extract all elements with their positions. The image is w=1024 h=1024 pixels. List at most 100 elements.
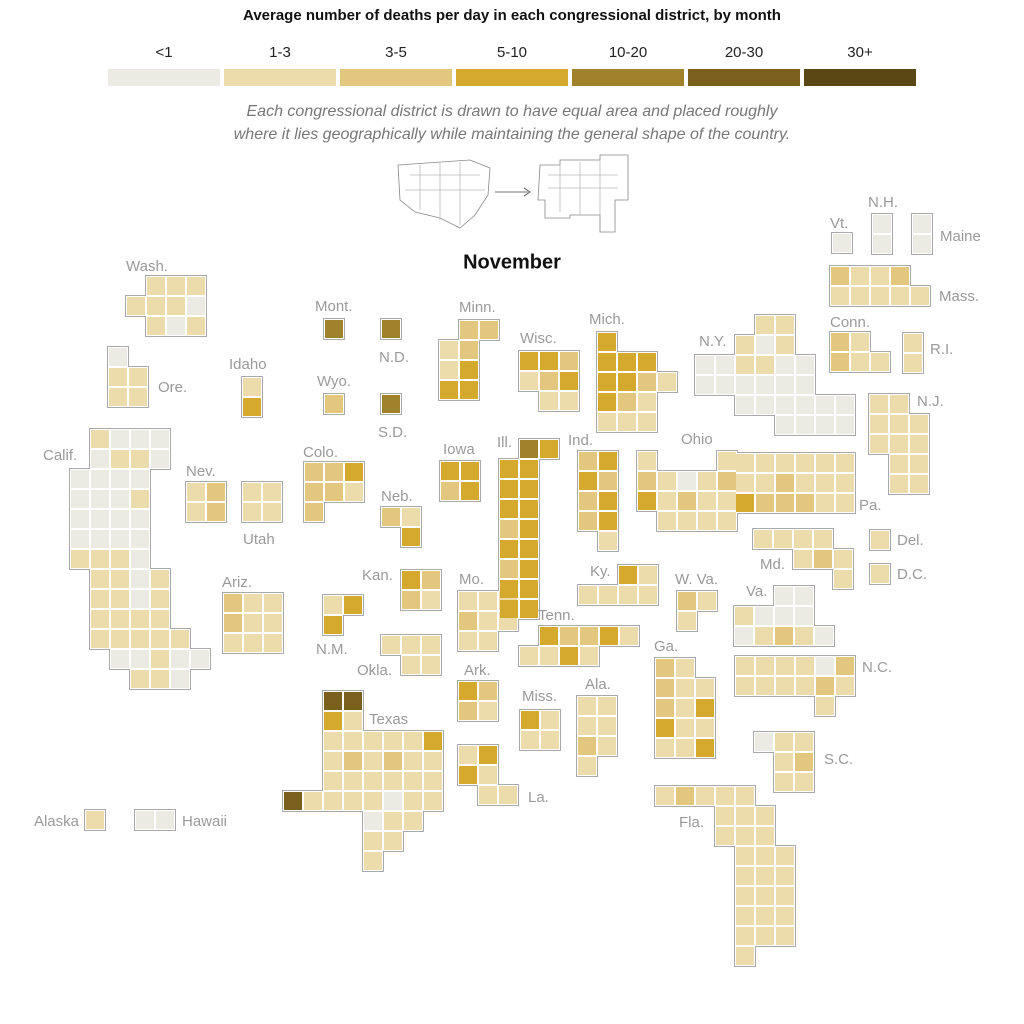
district-tile [167,297,185,315]
district-tile [816,416,834,434]
district-tile [756,356,774,374]
district-tile [264,614,282,632]
district-tile [579,492,597,510]
district-tile [851,333,869,351]
district-tile [305,503,323,521]
district-tile [716,827,734,845]
district-tile [305,463,323,481]
district-tile [836,416,854,434]
district-tile [224,594,242,612]
district-tile [599,492,617,510]
district-tile [131,630,149,648]
district-tile [520,647,538,665]
district-tile [620,627,638,645]
district-tile [638,492,656,510]
district-tile [639,586,657,604]
district-tile [422,591,440,609]
district-tile [775,607,793,625]
district-tile [678,492,696,510]
district-tile [364,792,382,810]
district-tile [224,614,242,632]
district-tile [718,472,736,490]
district-tile [580,627,598,645]
district-tile [658,512,676,530]
state-label: Wyo. [317,373,351,390]
district-tile [344,712,362,730]
district-tile [479,592,497,610]
district-tile [382,320,400,338]
district-tile [696,356,714,374]
legend-label: 5-10 [497,44,527,61]
district-tile [736,657,754,675]
district-tile [207,503,225,521]
state-label: N.C. [862,659,892,676]
district-tile [224,634,242,652]
district-tile [91,450,109,468]
district-tile [851,287,869,305]
district-tile [871,565,889,583]
state-label: Fla. [679,814,704,831]
district-tile [151,590,169,608]
district-tile [243,483,261,501]
legend-label: 3-5 [385,44,407,61]
district-tile [191,650,209,668]
legend-label: 30+ [847,44,873,61]
district-tile [402,591,420,609]
district-tile [325,463,343,481]
district-tile [776,657,794,675]
district-tile [815,627,833,645]
district-tile [656,787,674,805]
district-tile [676,699,694,717]
district-tile [736,927,754,945]
district-tile [422,656,440,674]
district-tile [736,494,754,512]
district-tile [676,659,694,677]
district-tile [736,454,754,472]
state-label: Ore. [158,379,187,396]
district-tile [479,682,497,700]
district-tile [599,586,617,604]
note-line: Each congressional district is drawn to … [247,103,779,120]
district-tile [345,483,363,501]
district-tile [890,475,908,493]
district-tile [424,772,442,790]
district-tile [461,482,479,500]
district-tile [755,627,773,645]
district-tile [736,807,754,825]
state-label: Pa. [859,497,882,514]
district-tile [91,470,109,488]
district-tile [324,616,342,634]
legend-swatch [804,69,916,86]
legend-label: 20-30 [725,44,763,61]
state-label: Ariz. [222,574,252,591]
district-tile [834,570,852,588]
district-tile [91,530,109,548]
district-tile [891,287,909,305]
district-tile [656,699,674,717]
district-tile [325,483,343,501]
district-tile [131,510,149,528]
district-tile [638,393,656,411]
state-label: Kan. [362,567,393,584]
district-tile [540,627,558,645]
district-tile [756,454,774,472]
state-label: S.C. [824,751,853,768]
district-tile [440,361,458,379]
district-tile [736,947,754,965]
district-tile [71,550,89,568]
district-tile [364,732,382,750]
district-tile [460,321,478,339]
district-tile [500,500,518,518]
district-tile [109,368,127,386]
district-tile [404,812,422,830]
state-label: N.D. [379,349,409,366]
district-tile [244,634,262,652]
district-tile [364,852,382,870]
district-tile [520,480,538,498]
district-tile [384,772,402,790]
district-tile [816,677,834,695]
district-tile [91,630,109,648]
district-tile [796,396,814,414]
state-label: Hawaii [182,813,227,830]
district-tile [324,712,342,730]
